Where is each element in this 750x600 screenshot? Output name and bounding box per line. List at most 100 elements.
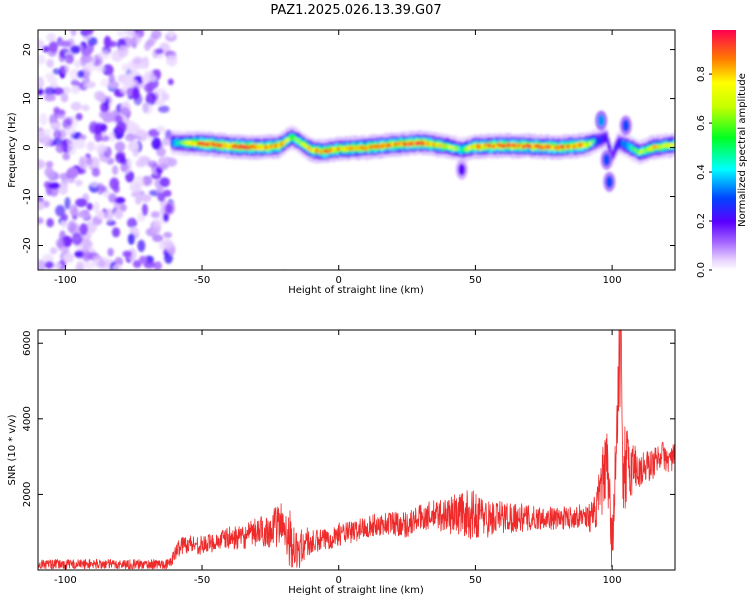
heatmap-ridge-cell	[556, 146, 559, 150]
heatmap-noise-cell	[112, 264, 123, 270]
heatmap-noise-cell	[146, 82, 155, 92]
heatmap-noise-cell	[140, 156, 151, 163]
heatmap-noise-cell	[44, 86, 56, 96]
heatmap-ridge-cell	[639, 149, 643, 154]
heatmap-noise-cell	[59, 40, 72, 48]
heatmap-noise-cell	[135, 196, 142, 205]
heatmap-noise-cell	[84, 81, 96, 88]
heatmap-noise-cell	[44, 166, 54, 178]
heatmap-noise-cell	[114, 257, 124, 267]
heatmap-ridge-cell	[393, 142, 397, 147]
heatmap-ridge-cell	[534, 144, 538, 148]
heatmap-blob-core	[458, 163, 466, 176]
heatmap-ridge-cell	[441, 144, 444, 149]
heatmap-ridge-cell	[584, 143, 587, 148]
heatmap-ridge-cell	[485, 144, 489, 149]
heatmap-ridge-cell	[443, 144, 446, 148]
heatmap-ridge-cell	[170, 138, 174, 146]
heatmap-ridge-cell	[288, 135, 292, 140]
heatmap-ridge-cell	[667, 144, 671, 148]
heatmap-noise-cell	[156, 186, 164, 194]
heatmap-noise-cell	[77, 70, 85, 79]
heatmap-ridge-cell	[472, 144, 476, 149]
heatmap-ridge-cell	[259, 146, 262, 150]
y-tick-label: -20	[22, 237, 33, 253]
heatmap-ridge-cell	[648, 147, 651, 152]
heatmap-noise-cell	[38, 259, 46, 270]
heatmap-ridge-cell	[543, 144, 546, 148]
heatmap-ridge-cell	[564, 145, 567, 150]
heatmap-noise-cell	[64, 197, 71, 210]
heatmap-noise-cell	[59, 172, 70, 180]
heatmap-noise-cell	[74, 60, 81, 68]
heatmap-ridge-cell	[497, 143, 500, 147]
heatmap-ridge-cell	[264, 145, 267, 149]
heatmap-ridge-cell	[247, 146, 251, 150]
heatmap-noise-cell	[163, 231, 172, 239]
heatmap-noise-cell	[39, 113, 48, 126]
heatmap-ridge-cell	[384, 143, 387, 148]
heatmap-noise-cell	[67, 142, 77, 156]
heatmap-noise-cell	[105, 208, 114, 222]
heatmap-ridge-cell	[605, 134, 609, 142]
heatmap-ridge-cell	[352, 147, 356, 151]
heatmap-noise-cell	[76, 211, 88, 218]
heatmap-ridge-cell	[664, 143, 668, 148]
heatmap-noise-cell	[71, 232, 83, 246]
heatmap-ridge-cell	[585, 143, 589, 147]
heatmap-noise-cell	[114, 197, 126, 204]
heatmap-ridge-cell	[662, 143, 666, 148]
heatmap-ridge-cell	[343, 147, 346, 152]
heatmap-ridge-cell	[298, 140, 302, 144]
heatmap-noise-cell	[38, 54, 46, 65]
heatmap-ridge-cell	[484, 143, 487, 148]
heatmap-ridge-cell	[175, 138, 179, 146]
heatmap-ridge-cell	[661, 144, 664, 149]
heatmap-ridge-cell	[464, 146, 467, 151]
heatmap-ridge-cell	[190, 141, 193, 146]
heatmap-noise-cell	[150, 211, 160, 219]
x-tick-label: 0	[336, 275, 342, 286]
heatmap-ridge-cell	[439, 142, 443, 147]
heatmap-ridge-cell	[633, 147, 636, 152]
colorbar-tick-label: 0.6	[696, 115, 707, 131]
heatmap-ridge-cell	[562, 145, 566, 150]
heatmap-ridge-cell	[538, 145, 541, 150]
heatmap-ridge-cell	[211, 142, 215, 146]
heatmap-noise-cell	[55, 205, 66, 217]
heatmap-ridge-cell	[469, 145, 472, 150]
heatmap-noise-cell	[38, 217, 44, 225]
heatmap-ridge-cell	[239, 144, 243, 148]
heatmap-ridge-cell	[495, 144, 499, 149]
heatmap-ridge-cell	[369, 145, 372, 149]
heatmap-noise-cell	[79, 223, 88, 236]
heatmap-noise-cell	[108, 131, 116, 142]
heatmap-ridge-cell	[311, 149, 315, 153]
heatmap-noise-cell	[111, 50, 124, 62]
heatmap-ridge-cell	[402, 141, 405, 146]
heatmap-ridge-cell	[287, 137, 290, 142]
heatmap-noise-cell	[154, 98, 165, 106]
heatmap-ridge-cell	[193, 142, 197, 146]
heatmap-ridge-cell	[630, 145, 633, 150]
heatmap-ridge-cell	[277, 144, 280, 148]
heatmap-ridge-cell	[582, 143, 586, 148]
heatmap-ridge-cell	[351, 145, 354, 150]
heatmap-ridge-cell	[528, 144, 531, 149]
heatmap-noise-cell	[85, 221, 97, 234]
heatmap-ridge-cell	[607, 140, 610, 148]
y-tick-label: 2000	[22, 482, 33, 507]
heatmap-ridge-cell	[200, 141, 203, 146]
heatmap-noise-cell	[64, 54, 74, 64]
heatmap-noise-cell	[50, 122, 61, 129]
heatmap-blob-core	[605, 175, 613, 188]
heatmap-ridge-cell	[366, 146, 369, 150]
heatmap-noise-cell	[38, 39, 45, 50]
heatmap-ridge-cell	[220, 143, 223, 148]
heatmap-ridge-cell	[651, 145, 654, 150]
heatmap-ridge-cell	[388, 143, 392, 148]
heatmap-ridge-cell	[356, 146, 359, 150]
heatmap-noise-cell	[81, 249, 91, 263]
heatmap-ridge-cell	[603, 134, 607, 142]
